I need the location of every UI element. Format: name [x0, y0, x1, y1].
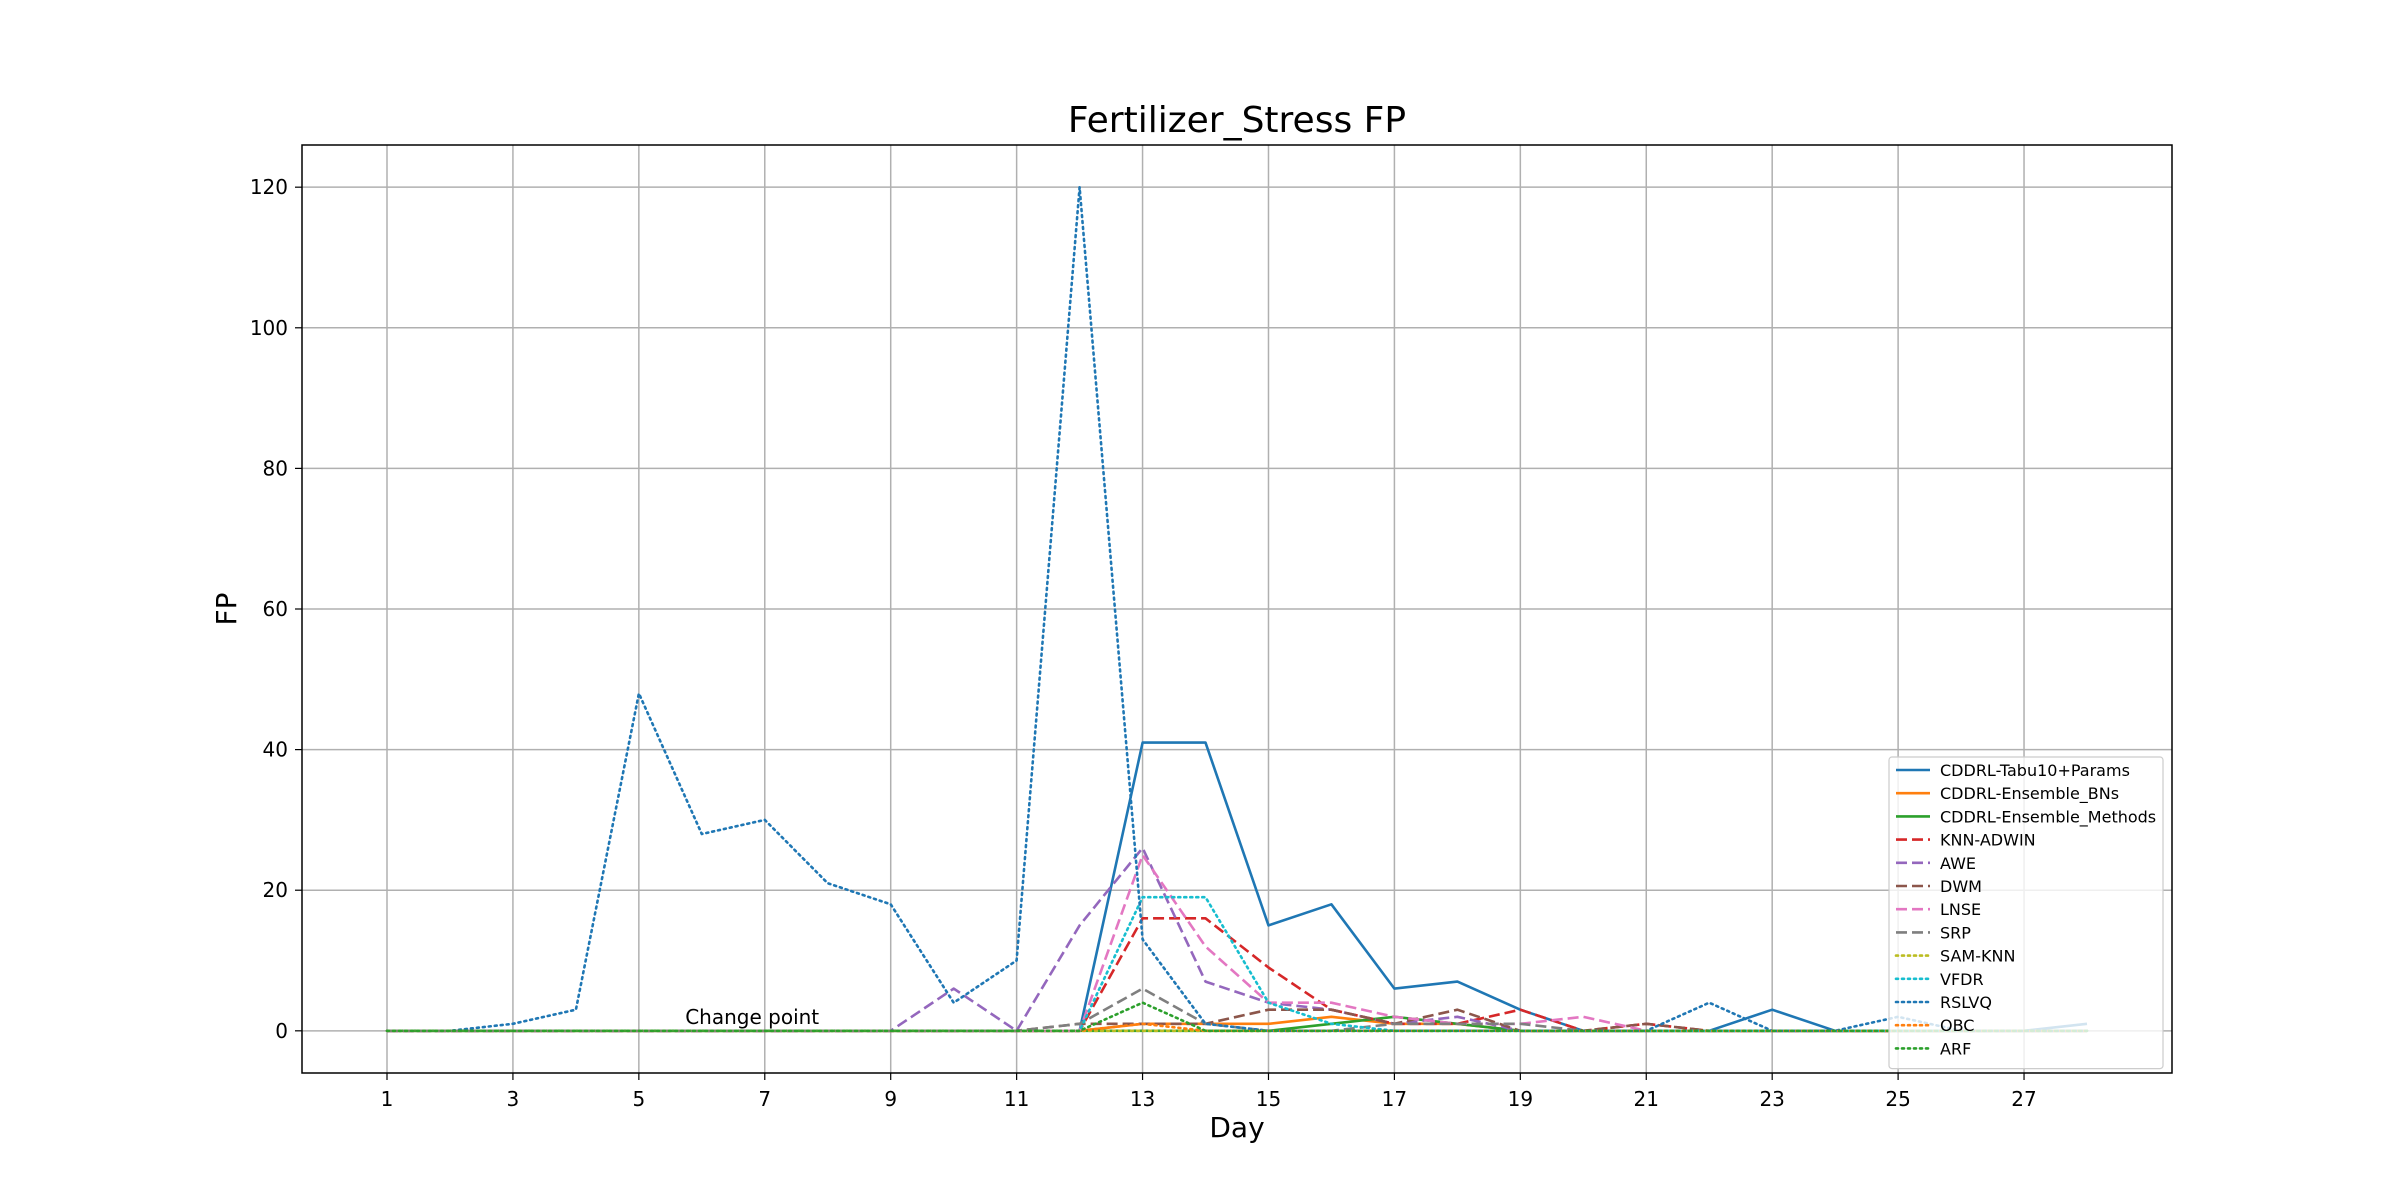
series-lines: [385, 185, 2089, 1033]
x-tick-label: 23: [1759, 1087, 1784, 1111]
legend-label: RSLVQ: [1940, 993, 1992, 1012]
legend-label: OBC: [1940, 1016, 1974, 1035]
legend-label: KNN-ADWIN: [1940, 831, 2036, 850]
x-tick-label: 9: [884, 1087, 897, 1111]
change-point-annotation: Change point: [685, 1005, 819, 1029]
chart-title: Fertilizer_Stress FP: [1068, 100, 1406, 141]
legend-label: SRP: [1940, 923, 1971, 942]
legend-label: CDDRL-Ensemble_Methods: [1940, 807, 2156, 827]
y-tick-label: 20: [263, 878, 288, 902]
x-axis-label: Day: [1209, 1111, 1264, 1144]
x-tick-label: 21: [1634, 1087, 1659, 1111]
series-line-lnse: [387, 853, 2087, 1033]
x-tick-label: 3: [507, 1087, 520, 1111]
x-tick-label: 5: [632, 1087, 645, 1111]
legend-label: DWM: [1940, 877, 1982, 896]
legend-label: SAM-KNN: [1940, 947, 2015, 966]
series-line-arf: [385, 1001, 2089, 1033]
x-tick-label: 27: [2011, 1087, 2036, 1111]
series-line-awe: [387, 846, 2087, 1033]
y-tick-label: 40: [263, 738, 288, 762]
y-tick-label: 80: [263, 456, 288, 480]
x-tick-label: 13: [1130, 1087, 1155, 1111]
legend-label: VFDR: [1940, 970, 1984, 989]
x-tick-label: 19: [1508, 1087, 1533, 1111]
legend-label: LNSE: [1940, 900, 1981, 919]
legend: CDDRL-Tabu10+Params CDDRL-Ensemble_BNs CDD…: [1888, 756, 2164, 1070]
legend-label: CDDRL-Tabu10+Params: [1940, 761, 2130, 780]
grid: [302, 145, 2172, 1073]
y-tick-label: 100: [250, 316, 288, 340]
x-tick-label: 15: [1256, 1087, 1281, 1111]
plot-frame: [301, 144, 2173, 1074]
y-tick-label: 120: [250, 175, 288, 199]
x-tick-label: 25: [1885, 1087, 1910, 1111]
legend-box: [1888, 756, 2164, 1070]
legend-label: AWE: [1940, 854, 1976, 873]
y-tick-label: 0: [275, 1019, 288, 1043]
legend-label: ARF: [1940, 1039, 1971, 1058]
y-tick-label: 60: [263, 597, 288, 621]
x-tick-label: 11: [1004, 1087, 1029, 1111]
legend-label: CDDRL-Ensemble_BNs: [1940, 784, 2119, 804]
x-tick-label: 1: [381, 1087, 394, 1111]
y-axis-label: FP: [210, 593, 243, 626]
x-tick-label: 7: [758, 1087, 771, 1111]
x-tick-label: 17: [1382, 1087, 1407, 1111]
